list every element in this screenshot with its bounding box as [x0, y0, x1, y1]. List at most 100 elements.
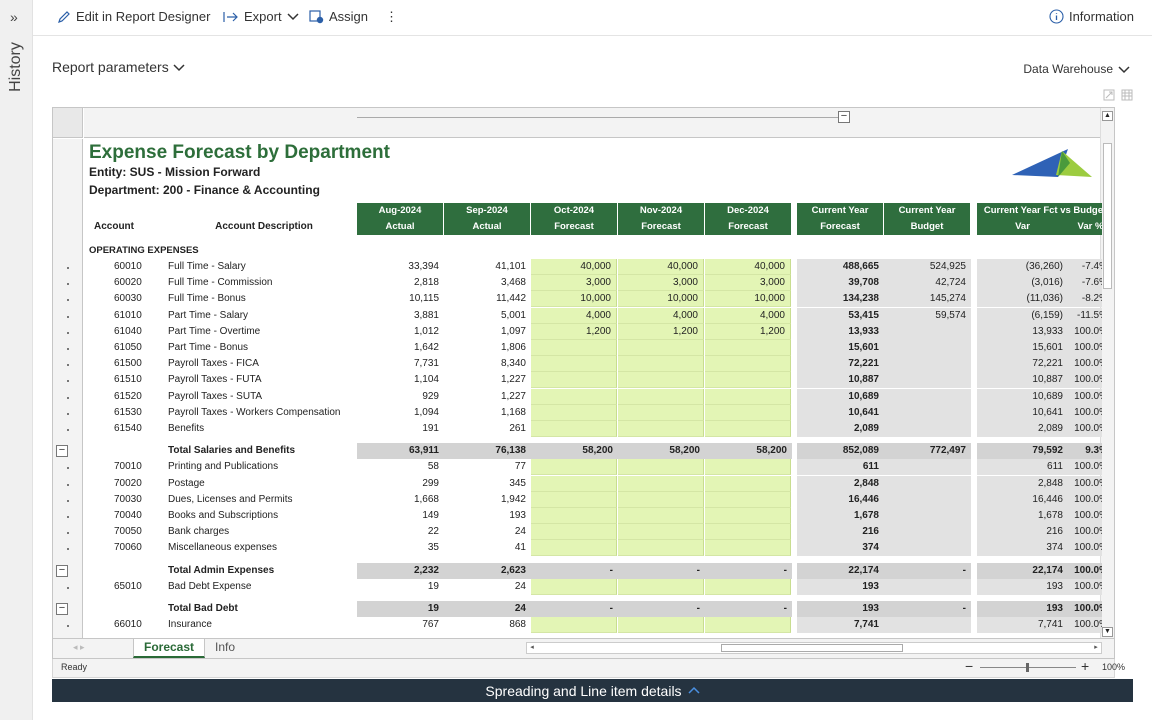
account-description[interactable]: Insurance [168, 619, 212, 631]
value-cell[interactable] [884, 421, 971, 437]
account-number[interactable]: 61010 [114, 309, 142, 321]
value-cell[interactable]: 929 [422, 390, 439, 402]
value-cell[interactable]: 72,221 [977, 356, 1068, 373]
account-description[interactable]: Payroll Taxes - Workers Compensation [168, 406, 341, 418]
value-cell[interactable]: 19 [427, 580, 439, 592]
account-description[interactable]: Payroll Taxes - FUTA [168, 374, 262, 386]
account-description[interactable]: Bank charges [168, 526, 230, 538]
value-cell[interactable] [884, 508, 971, 524]
value-cell[interactable] [705, 388, 791, 405]
current-year-header[interactable]: Current Year [797, 203, 883, 219]
value-cell[interactable]: 11,442 [496, 293, 526, 305]
value-cell[interactable] [884, 323, 971, 340]
account-description[interactable]: Printing and Publications [168, 461, 279, 473]
value-cell[interactable]: 3,000 [531, 275, 617, 292]
value-cell[interactable]: 19 [357, 601, 444, 617]
value-cell[interactable]: 22,174 [797, 562, 884, 579]
value-cell[interactable]: 100.0% [1068, 601, 1102, 617]
value-cell[interactable]: 40,000 [531, 259, 617, 275]
value-cell[interactable]: -11.5% [1068, 307, 1102, 324]
collapse-group-button[interactable]: − [56, 603, 68, 615]
value-cell[interactable]: 1,200 [618, 323, 704, 340]
month-type-header[interactable]: Actual [357, 219, 443, 235]
value-cell[interactable]: (6,159) [977, 307, 1068, 324]
value-cell[interactable] [618, 356, 704, 373]
value-cell[interactable]: 10,887 [977, 372, 1068, 389]
section-label[interactable]: OPERATING EXPENSES [89, 245, 199, 256]
account-description[interactable]: Total Admin Expenses [168, 564, 275, 576]
value-cell[interactable]: 191 [422, 423, 439, 434]
value-cell[interactable] [531, 491, 617, 508]
value-cell[interactable]: 9.3% [1068, 443, 1102, 460]
account-description[interactable]: Bad Debt Expense [168, 580, 252, 592]
value-cell[interactable]: - [531, 601, 618, 617]
value-cell[interactable] [884, 459, 971, 476]
month-header[interactable]: Sep-2024 [444, 203, 530, 219]
value-cell[interactable] [884, 372, 971, 389]
value-cell[interactable]: 1,806 [500, 342, 526, 353]
value-cell[interactable]: 10,000 [618, 291, 704, 308]
value-cell[interactable] [531, 475, 617, 492]
value-cell[interactable]: 1,168 [500, 406, 526, 418]
account-number[interactable]: 61520 [114, 390, 142, 402]
value-cell[interactable]: 100.0% [1068, 404, 1102, 421]
value-cell[interactable]: 10,689 [977, 388, 1068, 405]
value-cell[interactable]: 8,340 [500, 358, 526, 370]
value-cell[interactable]: 193 [509, 510, 526, 521]
collapse-group-button[interactable]: − [56, 564, 68, 577]
value-cell[interactable]: 488,665 [797, 259, 884, 275]
month-type-header[interactable]: Actual [444, 219, 530, 235]
value-cell[interactable]: 868 [509, 619, 526, 631]
current-year-type-header[interactable]: Forecast [797, 219, 883, 235]
month-type-header[interactable]: Forecast [705, 219, 791, 235]
value-cell[interactable]: 10,115 [409, 293, 439, 305]
value-cell[interactable]: 2,623 [444, 562, 531, 579]
account-description[interactable]: Payroll Taxes - FICA [168, 358, 259, 370]
value-cell[interactable]: -8.2% [1068, 291, 1102, 308]
value-cell[interactable]: 1,104 [413, 374, 439, 386]
value-cell[interactable] [531, 524, 617, 541]
month-header[interactable]: Nov-2024 [618, 203, 704, 219]
account-number[interactable]: 61530 [114, 406, 142, 418]
export-button[interactable]: Export [223, 9, 299, 24]
value-cell[interactable]: 10,887 [797, 372, 884, 389]
value-cell[interactable]: 35 [427, 542, 439, 554]
value-cell[interactable] [531, 540, 617, 557]
value-cell[interactable] [705, 459, 791, 476]
value-cell[interactable]: 7,731 [413, 358, 439, 370]
value-cell[interactable]: 15,601 [977, 340, 1068, 356]
account-description[interactable]: Benefits [168, 423, 205, 434]
value-cell[interactable]: 193 [977, 578, 1068, 595]
value-cell[interactable] [531, 404, 617, 421]
value-cell[interactable] [705, 508, 791, 524]
value-cell[interactable]: - [531, 562, 618, 579]
value-cell[interactable]: 1,200 [705, 323, 791, 340]
value-cell[interactable]: 79,592 [977, 443, 1068, 460]
value-cell[interactable] [531, 617, 617, 634]
account-description[interactable]: Total Salaries and Benefits [168, 445, 296, 457]
value-cell[interactable]: 41 [514, 542, 526, 554]
value-cell[interactable] [884, 356, 971, 373]
value-cell[interactable]: 76,138 [444, 443, 531, 460]
value-cell[interactable]: 1,678 [797, 508, 884, 524]
value-cell[interactable] [618, 540, 704, 557]
value-cell[interactable]: 193 [797, 601, 884, 617]
value-cell[interactable]: 22,174 [977, 562, 1068, 579]
variance-col-header[interactable]: Var [977, 219, 1068, 235]
value-cell[interactable]: 72,221 [797, 356, 884, 373]
current-year-type-header[interactable]: Budget [884, 219, 970, 235]
account-number[interactable]: 61500 [114, 358, 142, 370]
value-cell[interactable]: - [618, 601, 705, 617]
value-cell[interactable] [618, 508, 704, 524]
information-button[interactable]: Information [1049, 9, 1134, 24]
sheet-tab-info[interactable]: Info [215, 640, 236, 654]
value-cell[interactable] [531, 340, 617, 356]
account-number[interactable] [114, 443, 164, 459]
account-number[interactable]: 61510 [114, 374, 142, 386]
month-type-header[interactable]: Forecast [531, 219, 617, 235]
account-number[interactable]: 65010 [114, 580, 142, 592]
value-cell[interactable] [618, 459, 704, 476]
account-number[interactable]: 61050 [114, 342, 142, 353]
value-cell[interactable] [531, 421, 617, 437]
value-cell[interactable]: - [618, 562, 705, 579]
